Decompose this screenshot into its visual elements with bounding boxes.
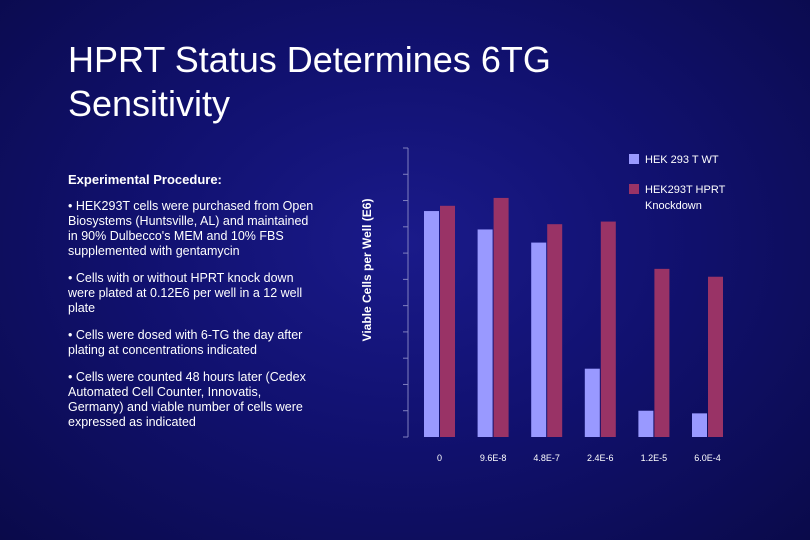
procedure-heading: Experimental Procedure: bbox=[68, 172, 222, 187]
x-tick-label: 0 bbox=[437, 453, 442, 463]
bars bbox=[424, 197, 723, 437]
procedure-item-2: • Cells with or without HPRT knock down … bbox=[68, 271, 303, 315]
bar-wt-4 bbox=[638, 410, 654, 437]
x-tick-label: 4.8E-7 bbox=[533, 453, 560, 463]
x-tick-label: 9.6E-8 bbox=[480, 453, 507, 463]
slide-title-line-2: Sensitivity bbox=[68, 83, 231, 124]
bar-knockdown-3 bbox=[600, 221, 616, 437]
procedure-item-1: • HEK293T cells were purchased from Open… bbox=[68, 199, 314, 258]
bar-wt-1 bbox=[477, 229, 493, 437]
slide-title-line-1: HPRT Status Determines 6TG bbox=[68, 39, 551, 80]
procedure-item-3: • Cells were dosed with 6-TG the day aft… bbox=[68, 328, 303, 357]
slide-title: HPRT Status Determines 6TG Sensitivity bbox=[68, 38, 668, 126]
x-tick-label: 2.4E-6 bbox=[587, 453, 614, 463]
bar-knockdown-5 bbox=[708, 276, 723, 437]
legend-swatch-knockdown bbox=[629, 184, 639, 194]
bar-knockdown-4 bbox=[654, 268, 670, 437]
bar-knockdown-0 bbox=[440, 205, 455, 437]
y-axis-label: Viable Cells per Well (E6) bbox=[360, 199, 374, 342]
x-tick-label: 1.2E-5 bbox=[641, 453, 668, 463]
bar-wt-3 bbox=[584, 368, 600, 437]
bar-wt-0 bbox=[424, 211, 439, 437]
x-tick-labels: 0 9.6E-8 4.8E-7 2.4E-6 1.2E-5 6.0E-4 bbox=[437, 453, 721, 463]
y-axis bbox=[403, 147, 409, 438]
legend-label-knockdown: HEK293T HPRT Knockdown bbox=[645, 184, 726, 212]
x-tick-label: 6.0E-4 bbox=[694, 453, 721, 463]
legend: HEK 293 T WT HEK293T HPRT Knockdown bbox=[629, 154, 726, 212]
bar-wt-5 bbox=[692, 413, 707, 437]
legend-swatch-wt bbox=[629, 154, 639, 164]
bar-wt-2 bbox=[531, 242, 547, 437]
bar-knockdown-2 bbox=[547, 224, 563, 437]
legend-label-wt: HEK 293 T WT bbox=[645, 154, 719, 166]
procedure-item-4: • Cells were counted 48 hours later (Ced… bbox=[68, 370, 306, 429]
bar-knockdown-1 bbox=[493, 197, 509, 437]
procedure-panel: Experimental Procedure: • HEK293T cells … bbox=[68, 172, 320, 442]
